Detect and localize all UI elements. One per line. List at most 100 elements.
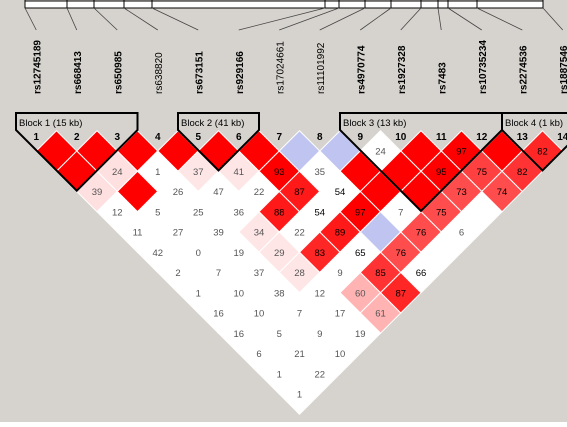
ld-value-label: 36 — [233, 207, 244, 218]
snp-connector — [24, 7, 37, 31]
ld-value-label: 97 — [456, 147, 467, 158]
ld-value-label: 1 — [297, 390, 302, 401]
ld-value-label: 34 — [254, 228, 265, 239]
ld-value-label: 0 — [196, 248, 201, 259]
snp-connector — [437, 7, 442, 31]
snp-index-label: 4 — [155, 132, 161, 143]
ld-value-label: 16 — [213, 309, 224, 320]
ld-value-label: 9 — [337, 268, 342, 279]
ld-value-label: 2 — [175, 268, 180, 279]
ld-value-label: 19 — [233, 248, 244, 259]
haplotype-block-label: Block 3 (13 kb) — [343, 118, 406, 129]
ld-value-label: 39 — [213, 228, 224, 239]
ld-value-label: 21 — [294, 349, 305, 360]
snp-name-label: rs668413 — [73, 51, 84, 94]
ld-value-label: 37 — [193, 167, 204, 178]
snp-name-label: rs17024661 — [275, 41, 286, 94]
ld-value-label: 82 — [537, 147, 548, 158]
ld-value-label: 1 — [196, 288, 201, 299]
ld-value-label: 76 — [395, 248, 406, 259]
snp-connector — [66, 7, 78, 31]
ld-cell — [278, 373, 321, 415]
ld-value-label: 6 — [256, 349, 261, 360]
ld-value-label: 29 — [274, 248, 285, 259]
ld-value-label: 5 — [277, 329, 282, 340]
snp-index-label: 9 — [357, 132, 363, 143]
ld-value-label: 41 — [233, 167, 244, 178]
snp-index-label: 2 — [74, 132, 80, 143]
snp-name-label: rs638820 — [154, 52, 165, 94]
ld-value-label: 7 — [297, 309, 302, 320]
snp-index-label: 10 — [395, 132, 407, 143]
snp-index-label: 11 — [436, 132, 447, 143]
snp-name-label: rs673151 — [194, 51, 205, 94]
snp-index-label: 6 — [236, 132, 242, 143]
ld-value-label: 16 — [233, 329, 244, 340]
ld-value-label: 47 — [213, 187, 224, 198]
ld-value-label: 76 — [416, 228, 427, 239]
ld-value-label: 26 — [173, 187, 184, 198]
snp-connector — [93, 7, 118, 31]
snp-index-label: 7 — [276, 132, 282, 143]
snp-name-label: rs2274536 — [518, 45, 529, 94]
haplotype-block-label: Block 4 (1 kb) — [505, 118, 563, 129]
ld-value-label: 35 — [314, 167, 325, 178]
ld-value-label: 19 — [355, 329, 366, 340]
haplotype-blocks: Block 1 (15 kb) Block 2 (41 kb) Block 3 (1… — [15, 112, 567, 213]
ld-value-label: 61 — [375, 309, 386, 320]
ld-value-label: 66 — [416, 268, 427, 279]
ld-value-label: 87 — [294, 187, 305, 198]
ld-value-label: 54 — [314, 207, 325, 218]
snp-index-label: 12 — [476, 132, 488, 143]
ld-value-label: 1 — [277, 369, 282, 380]
ld-value-label: 28 — [294, 268, 305, 279]
ld-value-label: 24 — [112, 167, 123, 178]
haplotype-block-label: Block 2 (41 kb) — [181, 118, 244, 129]
snp-name-label: rs4970774 — [356, 45, 367, 94]
snp-name-labels: rs12745189 rs668413 rs650985 rs638820 rs6731… — [32, 40, 567, 94]
ld-value-label: 7 — [398, 207, 403, 218]
snp-name-label: rs929166 — [235, 51, 246, 94]
ld-value-label: 17 — [335, 309, 346, 320]
snp-name-label: rs7483 — [437, 62, 448, 94]
haplotype-block-outline — [339, 112, 503, 213]
ld-value-label: 65 — [355, 248, 366, 259]
snp-name-label: rs11101992 — [316, 42, 327, 94]
ld-value-label: 89 — [335, 228, 346, 239]
ld-value-label: 83 — [314, 248, 325, 259]
ld-value-label: 25 — [193, 207, 204, 218]
snp-index-label: 13 — [517, 132, 529, 143]
ld-value-label: 93 — [274, 167, 285, 178]
snp-name-label: rs1927328 — [397, 45, 408, 94]
snp-connector — [319, 7, 366, 31]
haplotype-block-label: Block 1 (15 kb) — [19, 118, 82, 129]
ld-value-label: 42 — [152, 248, 163, 259]
ld-value-label: 22 — [314, 369, 325, 380]
ld-value-label: 9 — [317, 329, 322, 340]
snp-index-label: 1 — [33, 132, 39, 143]
snp-connector — [123, 7, 158, 31]
ld-value-label: 7 — [216, 268, 221, 279]
ld-value-label: 97 — [355, 207, 366, 218]
ld-value-label: 85 — [375, 268, 386, 279]
ld-value-label: 54 — [335, 187, 346, 198]
haplotype-block-outline — [15, 112, 139, 193]
ld-value-label: 37 — [254, 268, 265, 279]
snp-index-label: 3 — [114, 132, 120, 143]
ld-value-label: 74 — [497, 187, 508, 198]
ld-value-label: 38 — [274, 288, 285, 299]
ld-value-label: 22 — [254, 187, 265, 198]
ld-value-label: 5 — [155, 207, 160, 218]
ld-value-label: 6 — [459, 228, 464, 239]
snp-name-label: rs650985 — [113, 51, 124, 94]
ld-value-label: 10 — [233, 288, 244, 299]
ld-value-label: 95 — [436, 167, 447, 178]
snp-index-label: 8 — [317, 132, 323, 143]
genomic-position-bar — [24, 0, 544, 9]
ld-value-label: 12 — [314, 288, 325, 299]
snp-connector — [447, 7, 482, 31]
snp-name-label: rs12745189 — [32, 40, 43, 94]
chromosome-region-bar — [24, 0, 544, 9]
ld-value-label: 27 — [173, 228, 184, 239]
